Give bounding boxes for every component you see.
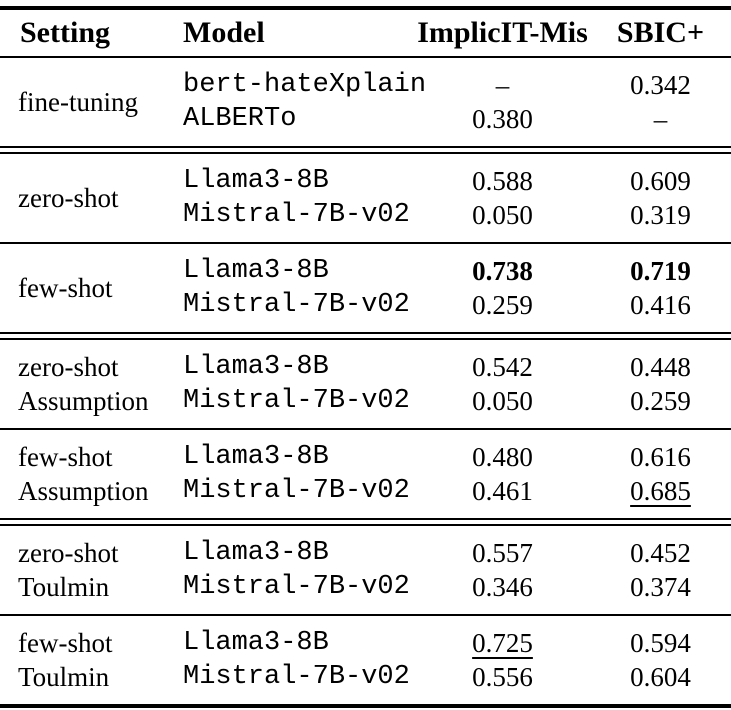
setting-label: few-shot: [18, 442, 113, 472]
setting-cell: zero-shot: [0, 164, 163, 232]
model-name: Llama3-8B: [183, 628, 329, 658]
model-name: Llama3-8B: [183, 352, 329, 382]
metric-value: –: [653, 104, 668, 134]
model-name: Llama3-8B: [183, 166, 329, 196]
metric-value: 0.556: [472, 662, 533, 692]
metric-value: 0.542: [472, 352, 533, 382]
table-section: zero-shot Llama3-8B 0.588 0.609 Mistral-7B-v…: [0, 154, 731, 242]
metric-value: 0.452: [630, 538, 691, 568]
metric-value: 0.725: [472, 628, 533, 658]
table-section: zero-shot Toulmin Llama3-8B 0.557 0.452 Mistr…: [0, 526, 731, 614]
setting-label: zero-shot: [18, 538, 119, 568]
model-name: Llama3-8B: [183, 442, 329, 472]
metric-value: 0.346: [472, 572, 533, 602]
setting-label: zero-shot: [18, 183, 119, 213]
column-header-model: Model: [183, 16, 265, 49]
metric-value: 0.319: [630, 200, 691, 230]
metric-value: 0.050: [472, 200, 533, 230]
setting-label: few-shot: [18, 628, 113, 658]
table-section: fine-tuning bert-hateXplain – 0.342 ALBERTo 0…: [0, 58, 731, 146]
model-name: Mistral-7B-v02: [183, 476, 410, 506]
setting-cell: zero-shot Assumption: [0, 350, 163, 418]
metric-value: 0.374: [630, 572, 691, 602]
table-section: few-shot Toulmin Llama3-8B 0.725 0.594 Mistra…: [0, 616, 731, 704]
model-name: Mistral-7B-v02: [183, 662, 410, 692]
section-divider-single: [0, 242, 731, 244]
metric-value: 0.594: [630, 628, 691, 658]
model-name: bert-hateXplain: [183, 70, 427, 100]
metric-value: 0.050: [472, 386, 533, 416]
metric-value: –: [495, 70, 510, 100]
section-divider-double: [0, 332, 731, 340]
metric-value: 0.609: [630, 166, 691, 196]
metric-value: 0.685: [630, 476, 691, 506]
metric-value: 0.342: [630, 70, 691, 100]
model-name: Llama3-8B: [183, 538, 329, 568]
setting-label: Assumption: [18, 386, 149, 416]
model-name: Mistral-7B-v02: [183, 200, 410, 230]
bottom-rule: [0, 704, 731, 708]
metric-value: 0.616: [630, 442, 691, 472]
top-rule: [0, 6, 731, 10]
metric-value: 0.719: [630, 256, 691, 286]
metric-value: 0.448: [630, 352, 691, 382]
table-section: zero-shot Assumption Llama3-8B 0.542 0.448 Mi…: [0, 340, 731, 428]
setting-label: Toulmin: [18, 662, 110, 692]
setting-cell: few-shot: [0, 254, 163, 322]
column-header-implicit-mis: ImplicIT-Mis: [417, 16, 588, 49]
metric-value: 0.259: [472, 290, 533, 320]
column-header-sbic: SBIC+: [616, 16, 705, 49]
setting-cell: zero-shot Toulmin: [0, 536, 163, 604]
model-name: Mistral-7B-v02: [183, 386, 410, 416]
metric-value: 0.259: [630, 386, 691, 416]
setting-label: Assumption: [18, 476, 149, 506]
metric-value: 0.588: [472, 166, 533, 196]
column-header-setting: Setting: [20, 16, 110, 49]
metric-value: 0.738: [472, 256, 533, 286]
metric-value: 0.380: [472, 104, 533, 134]
table-body: fine-tuning bert-hateXplain – 0.342 ALBERTo 0…: [0, 58, 731, 704]
setting-label: zero-shot: [18, 352, 119, 382]
setting-cell: fine-tuning: [0, 68, 163, 136]
setting-label: Toulmin: [18, 572, 110, 602]
table-header-row: Setting Model ImplicIT-Mis SBIC+: [0, 10, 731, 56]
setting-cell: few-shot Toulmin: [0, 626, 163, 694]
model-name: Mistral-7B-v02: [183, 572, 410, 602]
section-divider-single: [0, 428, 731, 430]
model-name: ALBERTo: [183, 104, 297, 134]
setting-label: few-shot: [18, 273, 113, 303]
table-section: few-shot Llama3-8B 0.738 0.719 Mistral-7B-v0…: [0, 244, 731, 332]
section-divider-single: [0, 614, 731, 616]
metric-value: 0.461: [472, 476, 533, 506]
section-divider-double: [0, 146, 731, 154]
model-name: Llama3-8B: [183, 256, 329, 286]
setting-label: fine-tuning: [18, 87, 138, 117]
model-name: Mistral-7B-v02: [183, 290, 410, 320]
metric-value: 0.557: [472, 538, 533, 568]
metric-value: 0.416: [630, 290, 691, 320]
setting-cell: few-shot Assumption: [0, 440, 163, 508]
table-section: few-shot Assumption Llama3-8B 0.480 0.616 Mis…: [0, 430, 731, 518]
header-rule: [0, 56, 731, 58]
section-divider-double: [0, 518, 731, 526]
metric-value: 0.480: [472, 442, 533, 472]
metric-value: 0.604: [630, 662, 691, 692]
